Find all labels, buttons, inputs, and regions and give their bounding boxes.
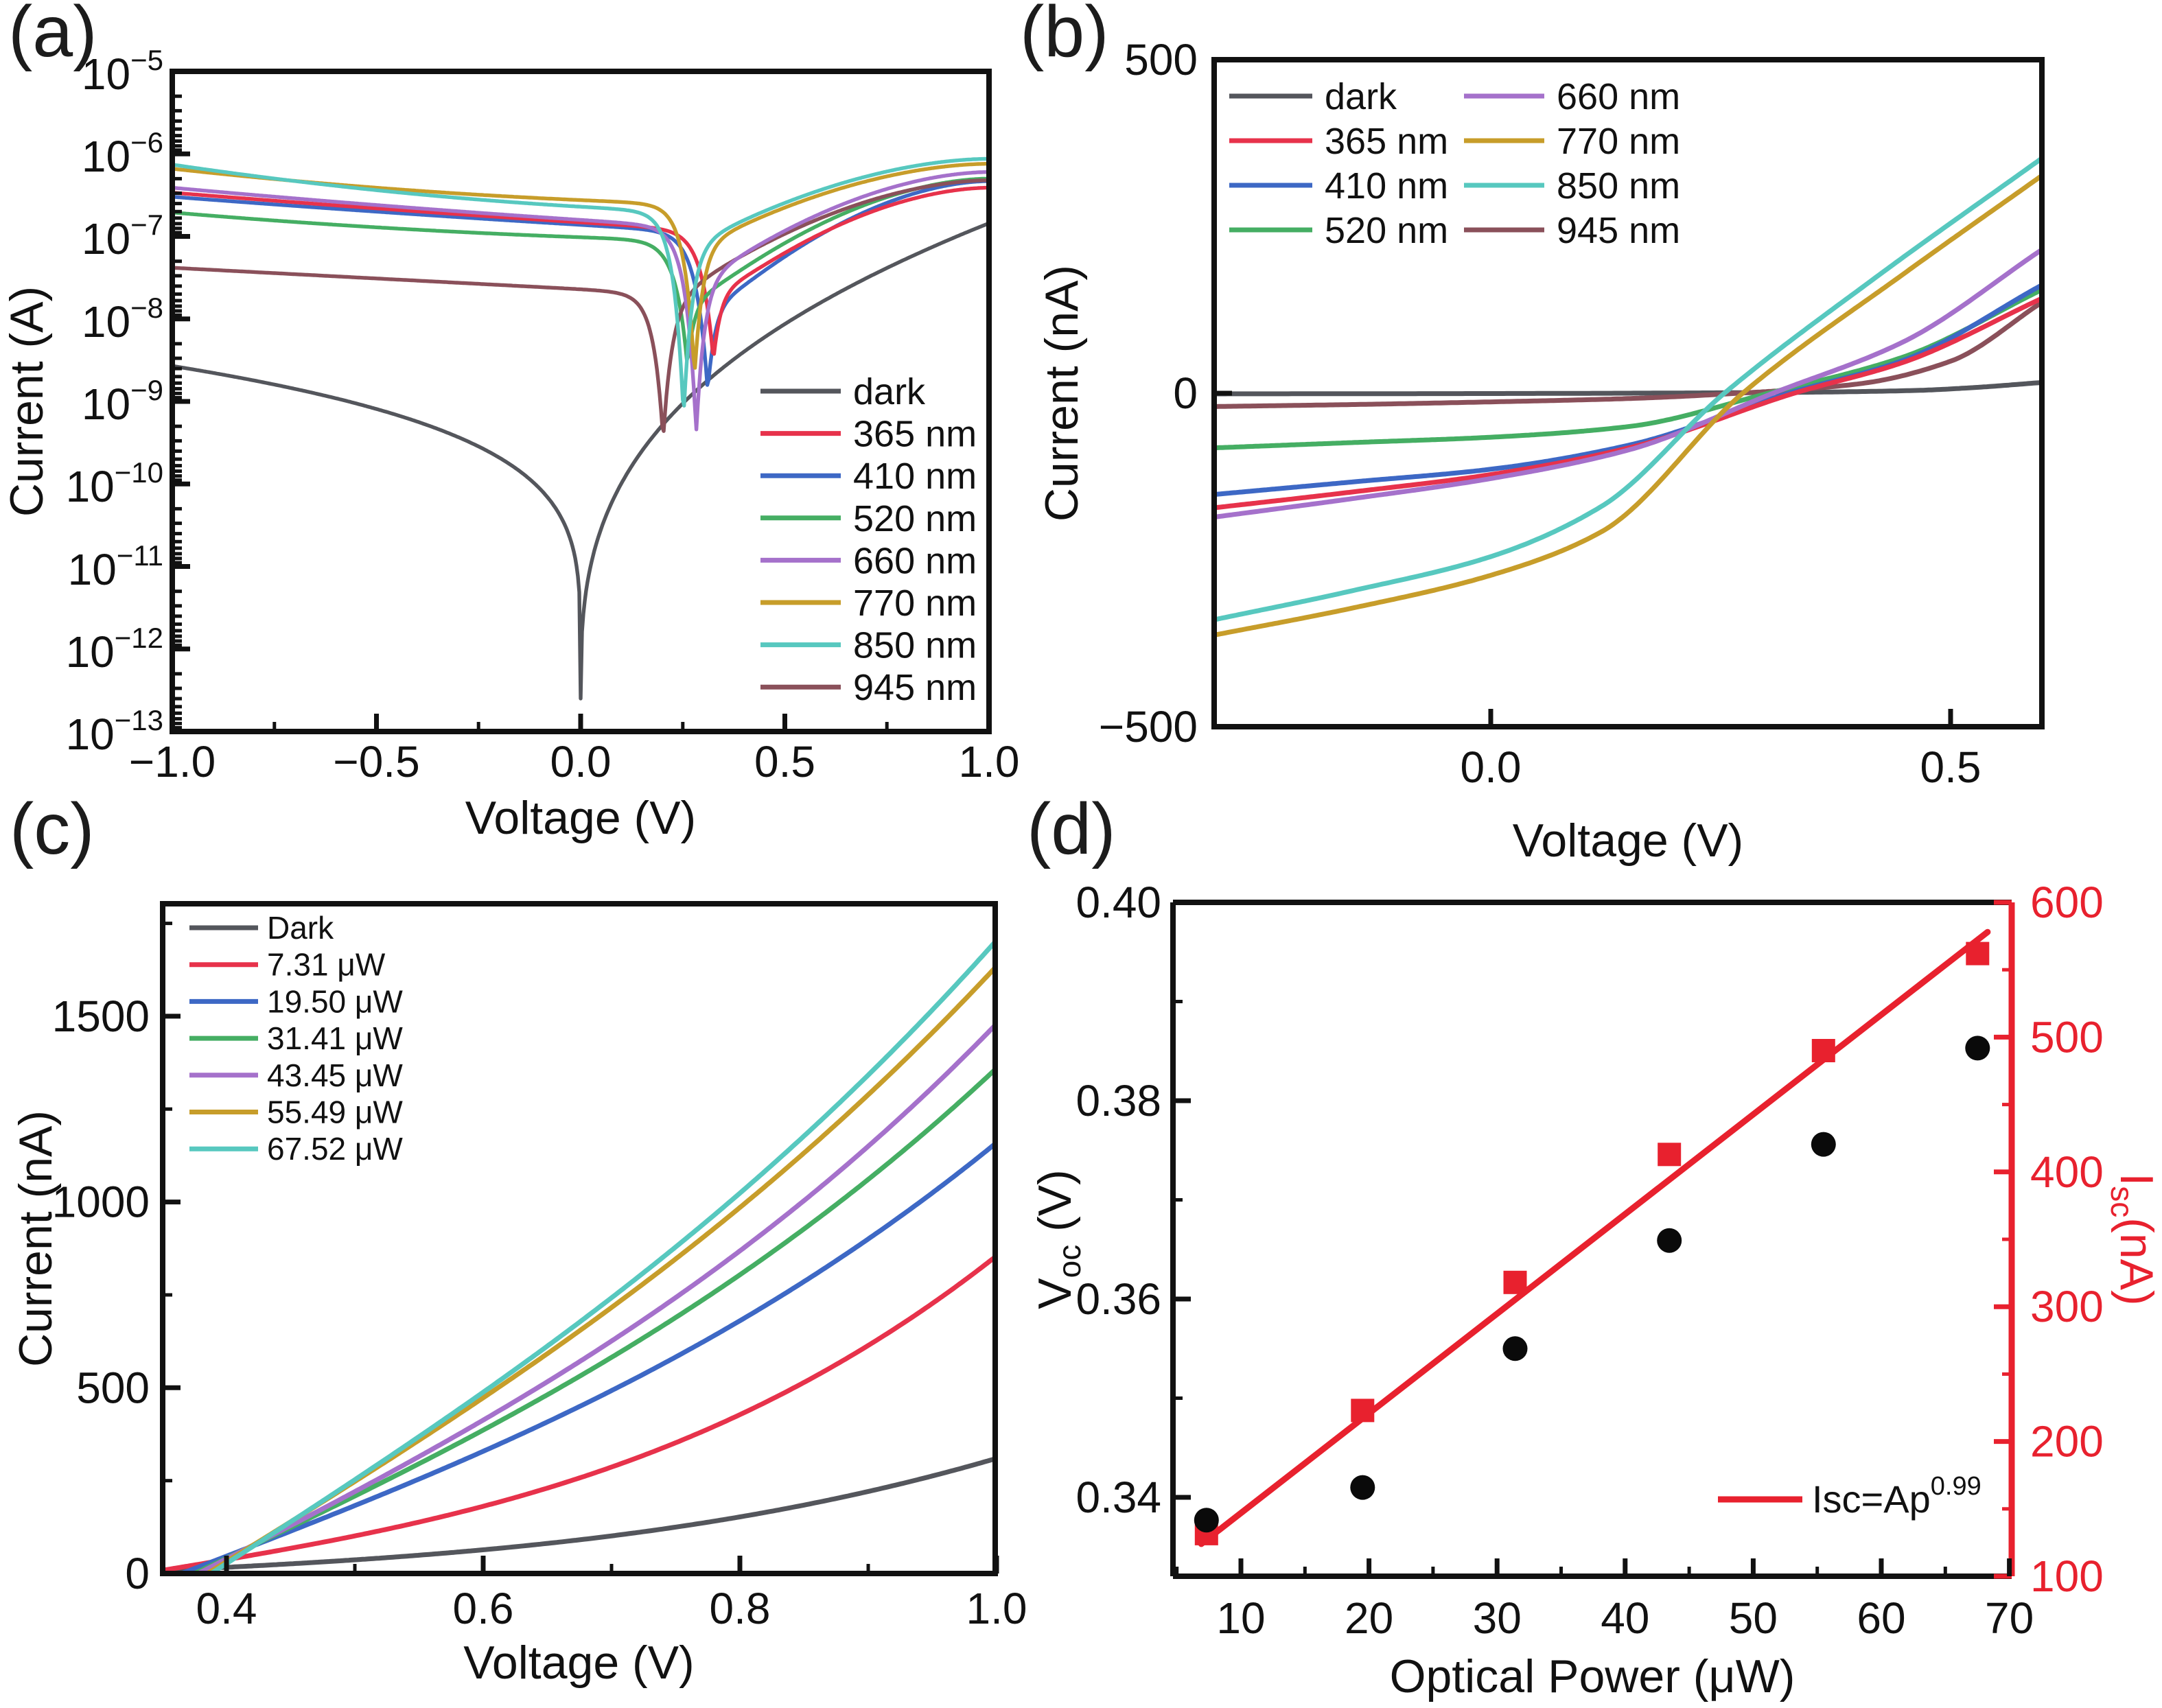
svg-text:−0.5: −0.5: [333, 737, 419, 786]
svg-text:Voltage (V): Voltage (V): [1513, 815, 1743, 867]
svg-text:Dark: Dark: [267, 910, 334, 946]
svg-text:1.0: 1.0: [966, 1584, 1027, 1633]
svg-text:770 nm: 770 nm: [853, 583, 977, 624]
svg-text:70: 70: [1985, 1593, 2034, 1643]
svg-text:0.5: 0.5: [1920, 742, 1981, 792]
svg-text:60: 60: [1857, 1593, 1905, 1643]
svg-text:Voltage (V): Voltage (V): [465, 792, 696, 844]
svg-text:0.34: 0.34: [1076, 1473, 1161, 1522]
svg-text:19.50 μW: 19.50 μW: [267, 983, 403, 1019]
svg-text:0.40: 0.40: [1076, 878, 1161, 927]
svg-text:Current (nA): Current (nA): [10, 1110, 62, 1367]
svg-text:300: 300: [2030, 1282, 2104, 1331]
svg-text:0.38: 0.38: [1076, 1076, 1161, 1125]
svg-text:0.4: 0.4: [196, 1584, 257, 1633]
svg-text:0.5: 0.5: [754, 737, 815, 786]
svg-text:43.45 μW: 43.45 μW: [267, 1057, 403, 1093]
svg-text:600: 600: [2030, 878, 2104, 927]
svg-text:Voltage (V): Voltage (V): [463, 1637, 694, 1689]
svg-text:0.0: 0.0: [1461, 742, 1522, 792]
svg-text:0: 0: [1173, 368, 1198, 418]
svg-text:40: 40: [1601, 1593, 1649, 1643]
svg-text:0: 0: [125, 1549, 150, 1598]
svg-text:dark: dark: [1325, 76, 1397, 117]
svg-text:10: 10: [1216, 1593, 1265, 1643]
svg-text:200: 200: [2030, 1417, 2104, 1466]
svg-text:55.49 μW: 55.49 μW: [267, 1095, 403, 1130]
svg-text:10−8: 10−8: [82, 292, 163, 347]
svg-text:20: 20: [1345, 1593, 1393, 1643]
svg-text:945 nm: 945 nm: [853, 667, 977, 708]
svg-text:−500: −500: [1099, 702, 1198, 751]
svg-text:10−5: 10−5: [82, 44, 163, 99]
svg-text:0.36: 0.36: [1076, 1274, 1161, 1324]
svg-text:850 nm: 850 nm: [853, 625, 977, 666]
svg-text:410 nm: 410 nm: [1325, 165, 1448, 207]
svg-text:67.52 μW: 67.52 μW: [267, 1131, 403, 1167]
svg-text:500: 500: [76, 1363, 150, 1412]
svg-text:50: 50: [1729, 1593, 1778, 1643]
svg-text:(d): (d): [1027, 788, 1116, 869]
svg-text:(a): (a): [8, 0, 97, 72]
svg-text:(b): (b): [1020, 0, 1109, 72]
svg-text:−1.0: −1.0: [129, 737, 216, 786]
svg-text:7.31 μW: 7.31 μW: [267, 947, 386, 983]
svg-text:1000: 1000: [52, 1178, 150, 1227]
svg-text:Voc (V): Voc (V): [1029, 1169, 1087, 1309]
svg-text:(c): (c): [10, 788, 95, 869]
svg-text:1.0: 1.0: [959, 737, 1020, 786]
svg-text:850 nm: 850 nm: [1557, 165, 1680, 207]
svg-text:0.0: 0.0: [550, 737, 612, 786]
svg-text:945 nm: 945 nm: [1557, 210, 1680, 251]
svg-text:660 nm: 660 nm: [853, 540, 977, 581]
svg-text:Current (nA): Current (nA): [1036, 265, 1088, 522]
svg-text:0.8: 0.8: [710, 1584, 771, 1633]
svg-text:dark: dark: [853, 371, 926, 412]
svg-text:30: 30: [1473, 1593, 1522, 1643]
svg-text:770 nm: 770 nm: [1557, 121, 1680, 162]
svg-text:365 nm: 365 nm: [853, 414, 977, 455]
svg-text:500: 500: [1124, 35, 1198, 84]
svg-text:1500: 1500: [52, 992, 150, 1041]
svg-text:520 nm: 520 nm: [853, 498, 977, 539]
svg-text:410 nm: 410 nm: [853, 456, 977, 497]
svg-text:Current (A): Current (A): [1, 286, 53, 517]
svg-text:500: 500: [2030, 1012, 2104, 1062]
svg-text:660 nm: 660 nm: [1557, 76, 1680, 117]
svg-text:400: 400: [2030, 1147, 2104, 1197]
svg-text:365 nm: 365 nm: [1325, 121, 1448, 162]
svg-text:31.41 μW: 31.41 μW: [267, 1020, 403, 1056]
svg-text:0.6: 0.6: [453, 1584, 514, 1633]
svg-text:520 nm: 520 nm: [1325, 210, 1448, 251]
svg-text:100: 100: [2030, 1552, 2104, 1601]
svg-text:Optical Power (μW): Optical Power (μW): [1390, 1650, 1795, 1703]
